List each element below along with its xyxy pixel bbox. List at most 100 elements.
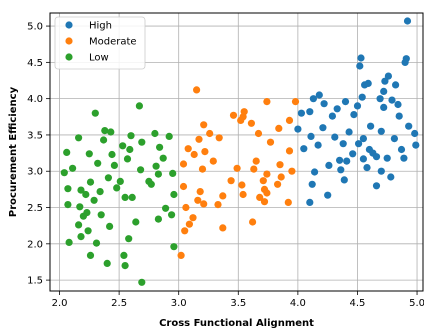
data-point [182,203,190,212]
data-point [297,109,305,117]
data-point [306,108,314,116]
data-point [125,235,133,243]
data-point [64,185,72,193]
data-point [275,124,283,132]
data-point [331,133,339,141]
data-points [60,17,420,286]
y-tick-label: 4.5 [27,58,43,69]
data-point [274,180,282,188]
data-point [86,251,95,259]
data-point [101,127,109,135]
data-point [294,125,302,133]
data-point [250,165,258,173]
data-point [219,192,227,200]
data-point [343,157,351,165]
data-point [132,218,140,226]
data-point [189,214,197,222]
data-point [65,238,73,246]
legend-label: High [89,21,112,32]
data-point [100,136,108,144]
data-point [276,161,284,169]
data-point [214,201,222,209]
data-point [138,138,146,146]
data-point [395,112,403,120]
data-point [401,58,409,66]
data-point [349,150,357,158]
data-point [193,86,201,94]
data-point [168,211,176,219]
legend-marker [65,37,73,45]
data-point [151,129,159,138]
data-point [411,129,419,138]
y-tick-label: 1.5 [27,276,43,287]
data-point [367,122,375,130]
data-point [353,102,362,110]
data-point [358,93,366,101]
data-point [259,177,267,185]
data-point [185,220,193,228]
data-point [233,164,241,172]
data-point [119,142,127,150]
data-point [324,191,332,199]
x-tick-label: 2.0 [52,298,68,309]
y-tick-label: 2.5 [27,203,43,214]
data-point [219,224,227,232]
legend-marker [65,53,73,61]
legend-box [54,16,146,70]
data-point [314,141,322,149]
data-point [355,140,363,148]
data-point [76,203,84,211]
data-point [86,178,95,186]
data-point [363,164,371,172]
data-point [77,233,85,241]
data-point [357,54,365,62]
data-point [252,157,260,165]
data-point [340,176,348,184]
data-point [75,134,83,142]
data-point [350,111,358,119]
data-point [215,134,223,142]
data-point [381,77,389,85]
x-tick-label: 5.0 [409,298,424,309]
data-point [249,218,257,226]
data-point [356,62,364,70]
data-point [333,105,341,113]
data-point [388,96,396,104]
data-point [277,173,285,181]
data-point [412,141,420,149]
data-point [159,154,167,162]
data-point [320,100,328,108]
y-axis-label: Procurement Efficiency [8,86,19,217]
data-point [179,160,188,168]
data-point [308,180,316,188]
x-axis-ticks: 2.0 2.5 3.0 3.5 4.0 4.5 5.0 [52,291,424,309]
data-point [90,196,98,204]
y-axis-ticks: 1.5 2.0 2.5 3.0 3.5 4.0 4.5 5.0 [27,22,50,287]
data-point [237,116,245,124]
data-point [77,186,85,194]
y-tick-label: 4.0 [27,94,43,105]
data-point [162,204,170,212]
data-point [336,156,344,164]
data-point [120,251,128,259]
data-point [390,135,398,143]
x-tick-label: 3.5 [230,298,246,309]
data-point [359,135,367,143]
data-point [229,111,238,119]
data-point [106,222,114,230]
data-point [103,259,111,267]
data-point [325,161,333,169]
legend-marker [65,21,73,29]
data-point [372,153,381,161]
plot-frame [49,12,424,292]
data-point [63,148,71,156]
data-point [291,98,300,106]
data-point [69,164,77,172]
data-point [91,109,99,117]
data-point [380,103,388,111]
data-point [196,188,204,196]
data-point [121,193,129,201]
data-point [170,243,178,251]
data-point [209,157,217,165]
data-point [84,227,92,235]
